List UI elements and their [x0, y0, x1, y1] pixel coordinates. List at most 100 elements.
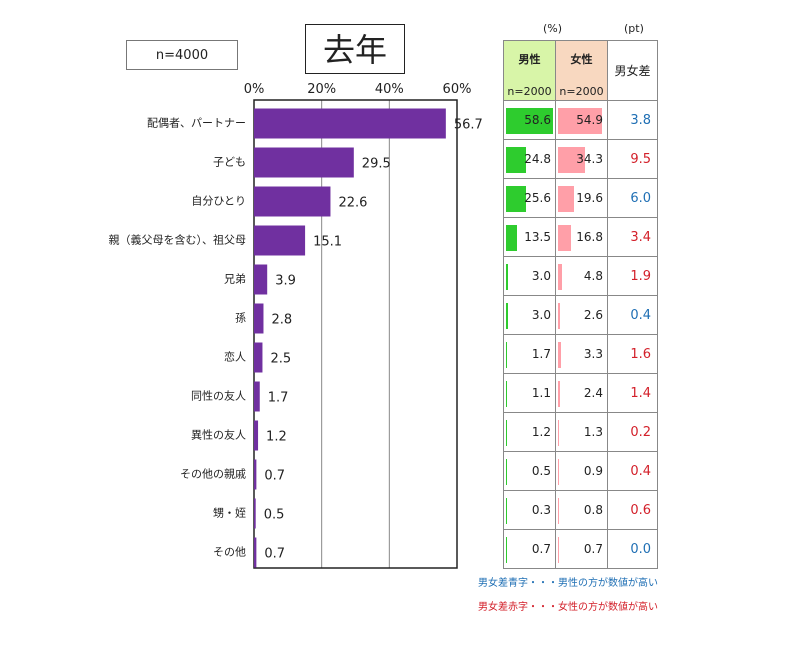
diff-cell: 6.0 [607, 178, 658, 218]
table-row: 0.5 0.9 0.4 [503, 451, 658, 491]
female-value: 1.3 [583, 425, 603, 439]
diff-cell: 0.2 [607, 412, 658, 452]
diff-cell: 3.8 [607, 100, 658, 140]
table-row: 13.5 16.8 3.4 [503, 217, 658, 257]
bar-chart: 0% 20% 40% 60% 配偶者、パートナー 56.7 子ども 29.5 自分ひとり 22.6… [109, 82, 483, 569]
diff-header: 男女差 [607, 40, 658, 101]
female-value: 4.8 [583, 269, 603, 283]
sample-size-label: n=4000 [126, 40, 238, 70]
table-row: 1.1 2.4 1.4 [503, 373, 658, 413]
male-header-label: 男性 [518, 53, 541, 66]
male-value: 0.5 [531, 464, 551, 478]
bar [254, 381, 260, 412]
plot-frame [253, 99, 458, 569]
bar [254, 420, 259, 451]
blue-note: 男女差青字・・・男性の方が数値が高い [478, 578, 658, 589]
male-value: 0.3 [531, 503, 551, 517]
female-value: 16.8 [576, 230, 603, 244]
point-unit-label: (pt) [624, 22, 644, 35]
female-value: 0.9 [583, 464, 603, 478]
male-value: 1.2 [531, 425, 551, 439]
table-row: 3.0 4.8 1.9 [503, 256, 658, 296]
gender-table: 男性 n=2000 女性 n=2000 男女差 58.6 54.9 3.8 24.8 3… [503, 40, 658, 569]
male-bar [506, 186, 527, 212]
male-cell: 0.7 [503, 529, 556, 569]
category-label: 自分ひとり [191, 195, 246, 208]
diff-cell: 9.5 [607, 139, 658, 179]
category-label: 親（義父母を含む）、祖父母 [109, 233, 247, 247]
male-bar [506, 381, 507, 407]
male-cell: 1.7 [503, 334, 556, 374]
table-row: 24.8 34.3 9.5 [503, 139, 658, 179]
male-value: 13.5 [524, 230, 551, 244]
red-note: 男女差赤字・・・女性の方が数値が高い [478, 602, 658, 613]
female-header-label: 女性 [570, 53, 593, 66]
table-row: 1.7 3.3 1.6 [503, 334, 658, 374]
male-value: 24.8 [524, 152, 551, 166]
category-label: 同性の友人 [191, 389, 246, 403]
male-cell: 1.1 [503, 373, 556, 413]
table-row: 0.7 0.7 0.0 [503, 529, 658, 569]
female-bar [558, 303, 561, 329]
value-label: 2.8 [271, 313, 292, 328]
male-cell: 25.6 [503, 178, 556, 218]
x-tick-label: 20% [307, 82, 336, 97]
female-bar [558, 342, 561, 368]
male-value: 1.1 [531, 386, 551, 400]
female-bar [558, 537, 559, 563]
female-cell: 0.8 [555, 490, 608, 530]
chart-title: 去年 [305, 24, 405, 74]
male-value: 3.0 [531, 308, 551, 322]
male-cell: 58.6 [503, 100, 556, 140]
male-bar [506, 342, 508, 368]
female-bar [558, 147, 586, 173]
value-label: 1.2 [266, 430, 287, 445]
male-bar [506, 537, 507, 563]
diff-cell: 0.4 [607, 295, 658, 335]
table-row: 1.2 1.3 0.2 [503, 412, 658, 452]
male-cell: 1.2 [503, 412, 556, 452]
female-cell: 4.8 [555, 256, 608, 296]
category-label: その他の親戚 [180, 468, 246, 481]
male-cell: 13.5 [503, 217, 556, 257]
male-bar [506, 225, 517, 251]
diff-cell: 0.0 [607, 529, 658, 569]
diff-cell: 1.9 [607, 256, 658, 296]
diff-cell: 3.4 [607, 217, 658, 257]
bar [254, 147, 354, 178]
male-cell: 3.0 [503, 295, 556, 335]
female-value: 34.3 [576, 152, 603, 166]
table-row: 58.6 54.9 3.8 [503, 100, 658, 140]
female-value: 2.6 [583, 308, 603, 322]
x-tick-label: 0% [244, 82, 265, 97]
table-row: 0.3 0.8 0.6 [503, 490, 658, 530]
male-n-label: n=2000 [507, 85, 552, 98]
female-bar [558, 108, 602, 134]
category-label: 配偶者、パートナー [147, 117, 246, 130]
female-bar [558, 264, 562, 290]
bar [254, 498, 256, 529]
female-n-label: n=2000 [559, 85, 604, 98]
female-cell: 3.3 [555, 334, 608, 374]
value-label: 0.7 [264, 547, 285, 562]
female-cell: 1.3 [555, 412, 608, 452]
male-cell: 24.8 [503, 139, 556, 179]
value-label: 2.5 [270, 352, 291, 367]
male-header: 男性 n=2000 [503, 40, 556, 101]
female-bar [558, 225, 572, 251]
female-cell: 2.4 [555, 373, 608, 413]
female-cell: 54.9 [555, 100, 608, 140]
value-label: 1.7 [268, 391, 289, 406]
female-bar [558, 420, 560, 446]
value-label: 0.7 [264, 469, 285, 484]
category-label: 子ども [213, 156, 246, 169]
female-value: 0.8 [583, 503, 603, 517]
value-label: 3.9 [275, 274, 296, 289]
male-bar [506, 420, 507, 446]
category-label: 恋人 [224, 350, 246, 364]
female-bar [558, 498, 559, 524]
male-cell: 0.3 [503, 490, 556, 530]
male-bar [506, 108, 553, 134]
value-label: 56.7 [454, 118, 483, 133]
value-label: 29.5 [362, 157, 391, 172]
